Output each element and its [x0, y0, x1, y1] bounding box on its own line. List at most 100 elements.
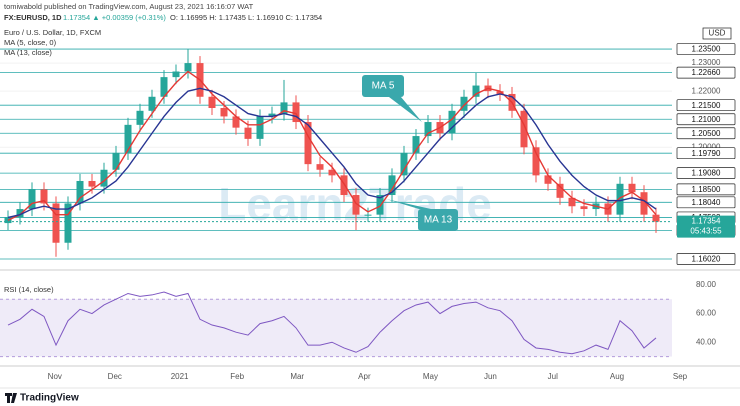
change: 1.17354 ▲ +0.00359 (+0.31%) [63, 13, 166, 22]
level-label: 1.22660 [692, 68, 721, 77]
x-tick-label: Mar [290, 372, 304, 381]
candle-body [112, 152, 120, 170]
candle-body [496, 91, 504, 94]
candle-body [532, 147, 540, 176]
candle-body [16, 209, 24, 218]
callout-text: MA 13 [424, 215, 453, 226]
candle-body [148, 96, 156, 111]
legend-entry: MA (5, close, 0) [4, 38, 57, 47]
candle-body [652, 214, 660, 222]
candle-body [520, 110, 528, 148]
candle-body [352, 195, 360, 215]
level-box [676, 183, 736, 196]
candle-body [160, 77, 168, 97]
candle-body [292, 102, 300, 123]
candle-body [460, 96, 468, 111]
y-tick-label: 1.23000 [692, 58, 721, 67]
level-label: 1.19080 [692, 169, 721, 178]
candle-body [376, 195, 384, 215]
callout-box [362, 75, 404, 97]
candle-body [424, 122, 432, 137]
x-tick-label: Dec [108, 372, 122, 381]
level-label: 1.21000 [692, 115, 721, 124]
level-box [676, 147, 736, 160]
legend-title: Euro / U.S. Dollar, 1D, FXCM [4, 28, 101, 37]
y-tick-label: 40.00 [696, 337, 717, 346]
candle-body [40, 189, 48, 204]
candle-body [412, 136, 420, 153]
y-tick-label: 1.20000 [692, 142, 721, 151]
x-tick-label: Nov [48, 372, 62, 381]
candle-body [304, 122, 312, 165]
candle-body [340, 175, 348, 196]
callout-text: MA 5 [372, 81, 395, 92]
candle-body [244, 127, 252, 139]
candle-body [52, 203, 60, 243]
currency-box [702, 27, 732, 40]
symbol: FX:EURUSD, 1D [4, 13, 62, 22]
candle-body [388, 175, 396, 196]
x-tick-label: Feb [230, 372, 244, 381]
countdown: 05:43:55 [690, 227, 722, 236]
ma-line [7, 87, 657, 219]
x-tick-label: Sep [673, 372, 688, 381]
rsi-line [7, 291, 657, 355]
x-tick-label: 2021 [171, 372, 189, 381]
candle-body [472, 85, 480, 97]
level-label: 1.18500 [692, 185, 721, 194]
candle-body [328, 169, 336, 176]
rsi-title: RSI (14, close) [4, 285, 54, 294]
candle-body [232, 116, 240, 128]
callout-arrow [386, 199, 431, 209]
level-label: 1.19790 [692, 149, 721, 158]
candle-body [76, 180, 84, 204]
ma-line [7, 70, 657, 221]
x-tick-label: Jul [548, 372, 558, 381]
candle-body [208, 96, 216, 108]
footer-logo [5, 393, 17, 403]
currency: USD [709, 29, 726, 38]
candle-body [568, 197, 576, 207]
candle-body [28, 189, 36, 210]
candle-body [628, 183, 636, 193]
level-box [676, 43, 736, 55]
candle-body [136, 110, 144, 125]
candle-body [556, 183, 564, 198]
footer: TradingView [20, 393, 79, 404]
y-tick-label: 80.00 [696, 280, 717, 289]
x-tick-label: Aug [610, 372, 624, 381]
last-price-box [677, 215, 735, 238]
level-box [676, 253, 736, 265]
level-label: 1.21500 [692, 101, 721, 110]
candle-body [220, 108, 228, 117]
candle-body [268, 113, 276, 117]
candle-body [280, 102, 288, 114]
candle-body [100, 169, 108, 187]
y-tick-label: 1.22000 [692, 86, 721, 95]
candle-body [616, 183, 624, 215]
level-label: 1.20500 [692, 129, 721, 138]
x-tick-label: May [423, 372, 438, 381]
x-tick-label: Jun [484, 372, 497, 381]
candle-body [124, 124, 132, 153]
candle-body [364, 214, 372, 216]
candle-body [448, 110, 456, 134]
candle-body [172, 71, 180, 78]
level-box [676, 99, 736, 112]
callout-box [418, 209, 458, 231]
x-tick-label: Apr [358, 372, 371, 381]
candle-body [256, 116, 264, 139]
last-price-label: 1.17354 [692, 217, 721, 226]
y-tick-label: 60.00 [696, 309, 717, 318]
level-box [676, 113, 736, 126]
candle-body [400, 152, 408, 176]
candle-body [316, 164, 324, 170]
level-label: 1.16020 [692, 255, 721, 264]
candle-body [64, 203, 72, 243]
candle-body [184, 63, 192, 72]
rsi-band [0, 299, 672, 357]
level-label: 1.18040 [692, 198, 721, 207]
callout-arrow [389, 97, 422, 122]
published: tomiwabold published on TradingView.com,… [4, 2, 254, 11]
